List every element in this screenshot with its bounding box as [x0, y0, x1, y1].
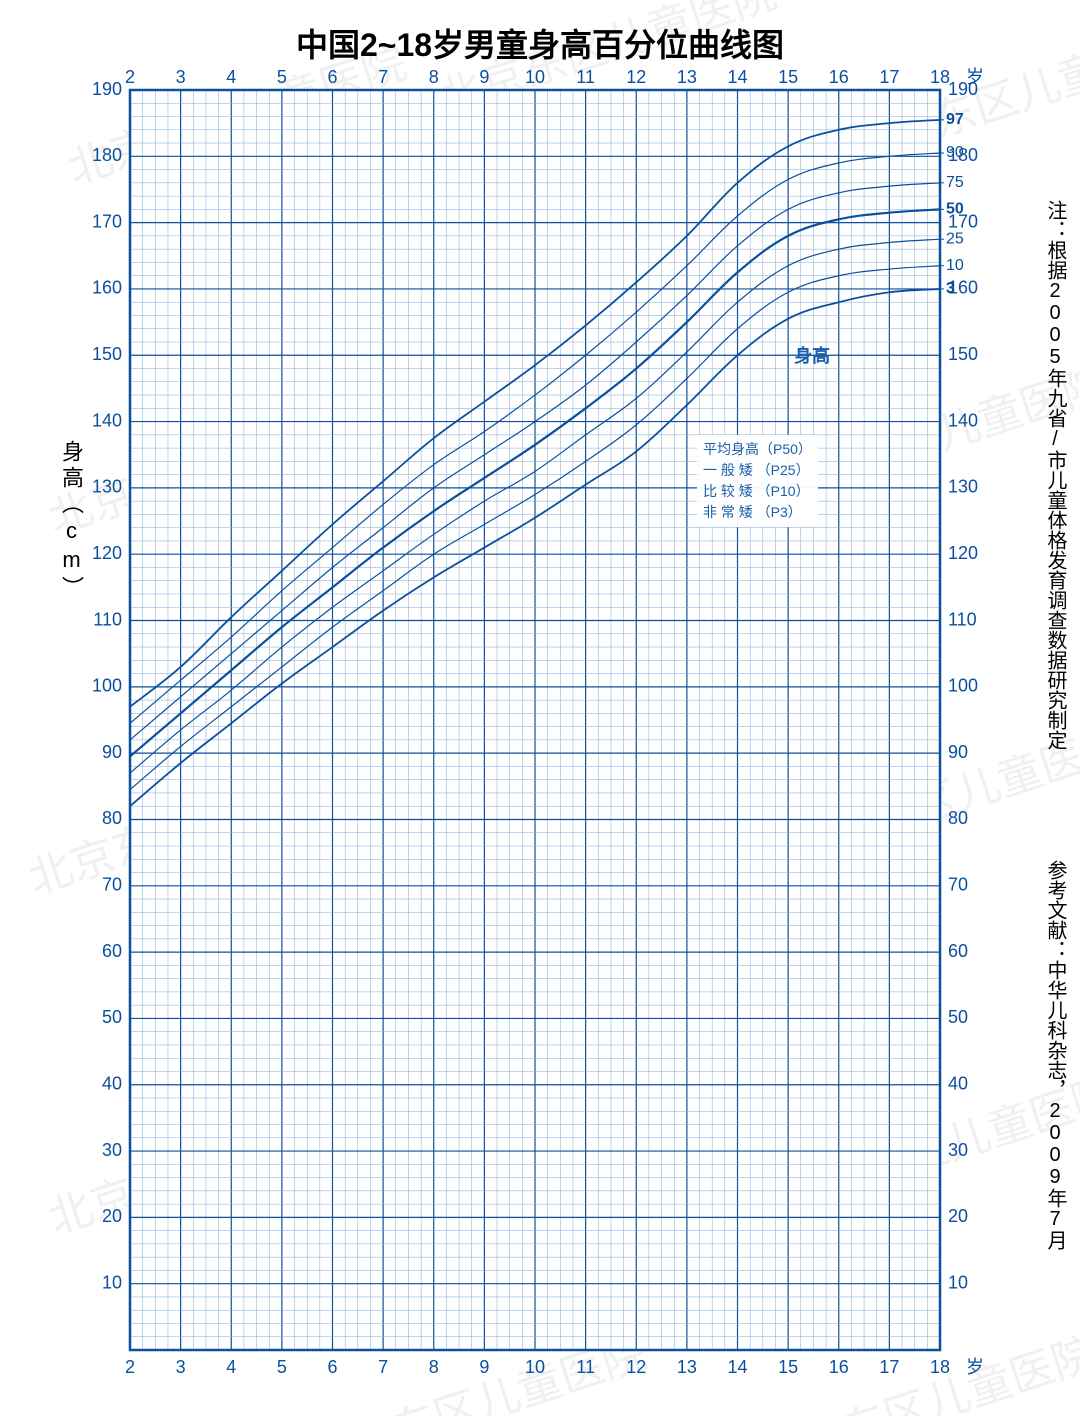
svg-text:10: 10: [525, 1357, 545, 1377]
svg-text:13: 13: [677, 67, 697, 87]
svg-text:12: 12: [626, 1357, 646, 1377]
svg-text:80: 80: [102, 808, 122, 828]
svg-text:18: 18: [930, 67, 950, 87]
svg-text:25: 25: [946, 230, 964, 247]
svg-text:17: 17: [879, 67, 899, 87]
legend-item: 比 较 矮 （P10）: [703, 481, 812, 502]
svg-text:15: 15: [778, 1357, 798, 1377]
svg-text:60: 60: [948, 941, 968, 961]
svg-text:10: 10: [946, 257, 964, 274]
legend-item: 平均身高（P50）: [703, 439, 812, 460]
svg-text:120: 120: [92, 543, 122, 563]
svg-text:140: 140: [948, 410, 978, 430]
svg-text:190: 190: [92, 79, 122, 99]
svg-text:10: 10: [102, 1272, 122, 1292]
svg-text:140: 140: [92, 410, 122, 430]
growth-chart: 2 2 3 3 4 4 5 5 6 6 7 7 8 8 9 9 10 10 11 11 12 12 13 13 14 14 15 15…: [80, 60, 990, 1380]
svg-text:5: 5: [277, 67, 287, 87]
svg-text:16: 16: [829, 67, 849, 87]
svg-text:50: 50: [948, 1007, 968, 1027]
svg-text:4: 4: [226, 1357, 236, 1377]
svg-text:130: 130: [92, 477, 122, 497]
svg-text:10: 10: [525, 67, 545, 87]
page-root: 北京东区儿童医院北京东区儿童医院北京东区儿童医院北京东区儿童医院北京东区儿童医院…: [0, 0, 1080, 1416]
svg-text:30: 30: [948, 1140, 968, 1160]
svg-text:130: 130: [948, 477, 978, 497]
svg-text:50: 50: [102, 1007, 122, 1027]
svg-text:9: 9: [479, 1357, 489, 1377]
legend-box: 平均身高（P50）一 般 矮 （P25）比 较 矮 （P10）非 常 矮 （P3…: [697, 435, 818, 527]
svg-text:80: 80: [948, 808, 968, 828]
svg-text:60: 60: [102, 941, 122, 961]
legend-item: 一 般 矮 （P25）: [703, 460, 812, 481]
svg-text:100: 100: [948, 676, 978, 696]
svg-text:40: 40: [102, 1073, 122, 1093]
svg-text:90: 90: [102, 742, 122, 762]
svg-text:4: 4: [226, 67, 236, 87]
svg-text:20: 20: [102, 1206, 122, 1226]
svg-text:7: 7: [378, 67, 388, 87]
svg-text:120: 120: [948, 543, 978, 563]
svg-text:15: 15: [778, 67, 798, 87]
source-note: 注：根据2005年九省/市儿童体格发育调查数据研究制定 参考文献：中华儿科杂志，…: [1040, 200, 1070, 1320]
svg-text:90: 90: [948, 742, 968, 762]
note-line-2: 参考文献：中华儿科杂志，2009年7月: [1044, 860, 1066, 1250]
svg-text:90: 90: [946, 144, 964, 161]
svg-text:150: 150: [948, 344, 978, 364]
svg-text:16: 16: [829, 1357, 849, 1377]
svg-text:75: 75: [946, 174, 964, 191]
svg-text:9: 9: [479, 67, 489, 87]
svg-text:11: 11: [576, 1357, 595, 1377]
svg-text:6: 6: [327, 67, 337, 87]
svg-text:2: 2: [125, 1357, 135, 1377]
svg-text:18: 18: [930, 1357, 950, 1377]
svg-text:110: 110: [93, 609, 122, 629]
chart-svg: 2 2 3 3 4 4 5 5 6 6 7 7 8 8 9 9 10 10 11 11 12 12 13 13 14 14 15 15…: [80, 60, 990, 1380]
svg-text:180: 180: [92, 145, 122, 165]
svg-text:10: 10: [948, 1272, 968, 1292]
svg-text:50: 50: [946, 201, 964, 218]
svg-text:30: 30: [102, 1140, 122, 1160]
svg-text:110: 110: [948, 609, 977, 629]
svg-text:20: 20: [948, 1206, 968, 1226]
svg-text:170: 170: [92, 211, 122, 231]
svg-text:岁: 岁: [966, 1357, 984, 1377]
svg-text:7: 7: [378, 1357, 388, 1377]
svg-text:100: 100: [92, 676, 122, 696]
svg-text:11: 11: [576, 67, 595, 87]
svg-text:6: 6: [327, 1357, 337, 1377]
inner-chart-label: 身高: [794, 342, 830, 368]
svg-text:2: 2: [125, 67, 135, 87]
svg-text:8: 8: [429, 67, 439, 87]
svg-text:3: 3: [176, 67, 186, 87]
svg-text:160: 160: [92, 278, 122, 298]
svg-text:70: 70: [102, 875, 122, 895]
svg-text:13: 13: [677, 1357, 697, 1377]
svg-text:97: 97: [946, 111, 964, 128]
svg-text:150: 150: [92, 344, 122, 364]
svg-text:3: 3: [176, 1357, 186, 1377]
svg-text:12: 12: [626, 67, 646, 87]
svg-text:5: 5: [277, 1357, 287, 1377]
svg-text:40: 40: [948, 1073, 968, 1093]
svg-text:70: 70: [948, 875, 968, 895]
svg-text:14: 14: [727, 67, 747, 87]
note-line-1: 注：根据2005年九省/市儿童体格发育调查数据研究制定: [1044, 200, 1066, 750]
svg-text:14: 14: [727, 1357, 747, 1377]
svg-text:3: 3: [946, 280, 955, 297]
svg-text:17: 17: [879, 1357, 899, 1377]
svg-text:8: 8: [429, 1357, 439, 1377]
svg-text:190: 190: [948, 79, 978, 99]
legend-item: 非 常 矮 （P3）: [703, 502, 812, 523]
